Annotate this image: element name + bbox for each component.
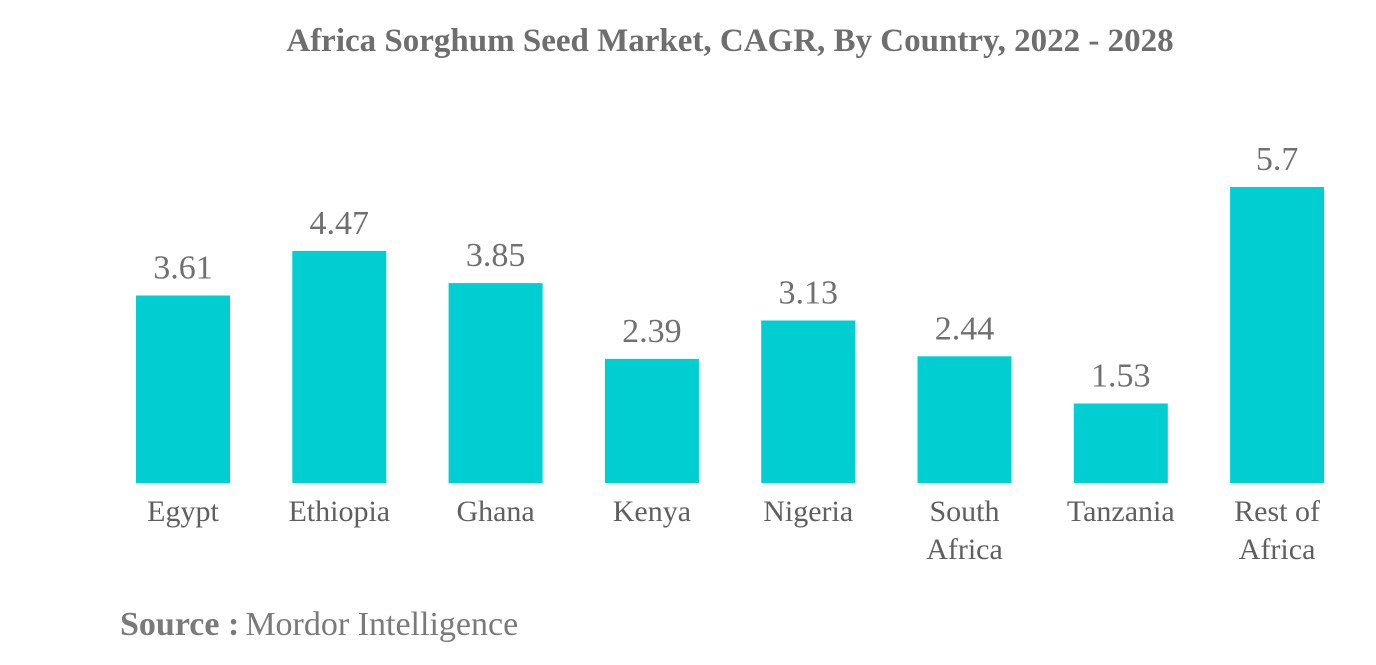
x-tick-label: Nigeria [763,495,853,528]
data-label: 5.7 [1256,141,1299,178]
x-tick-label-group: Egypt Ethiopia Ghana Kenya Nigeria South Afric… [147,495,1320,566]
data-label: 3.13 [778,275,838,312]
x-tick-label: Tanzania [1067,495,1175,528]
bar-south-africa [917,356,1012,483]
x-tick-label: Egypt [147,495,219,528]
bar-chart: Africa Sorghum Seed Market, CAGR, By Cou… [136,23,1325,566]
data-label: 3.61 [153,250,213,287]
x-tick-label: Rest of [1234,495,1320,528]
data-label: 2.39 [622,313,682,350]
data-label: 3.85 [466,237,526,274]
bar-rest-of-africa [1230,187,1325,483]
x-tick-label: Ethiopia [288,495,390,528]
bar-ethiopia [292,250,387,483]
x-tick-label: Kenya [613,495,691,528]
chart-title: Africa Sorghum Seed Market, CAGR, By Cou… [286,23,1173,59]
data-label-group: 3.61 4.47 3.85 2.39 3.13 2.44 1.53 5.7 [153,141,1298,395]
source-line: Source : Mordor Intelligence [120,606,518,644]
x-tick-label: Ghana [456,495,534,528]
bar-kenya [604,358,699,483]
source-text: Mordor Intelligence [245,606,519,643]
bar-tanzania [1073,403,1168,483]
source-label: Source : [120,606,240,643]
bar-group [136,187,1325,483]
x-tick-label: Africa [1239,533,1316,566]
x-tick-label: Africa [926,533,1003,566]
x-tick-label: South [929,495,999,528]
data-label: 4.47 [310,205,370,242]
bar-nigeria [761,320,856,483]
bar-ghana [448,283,543,483]
bar-egypt [136,295,230,483]
data-label: 1.53 [1091,358,1151,395]
data-label: 2.44 [935,310,995,347]
